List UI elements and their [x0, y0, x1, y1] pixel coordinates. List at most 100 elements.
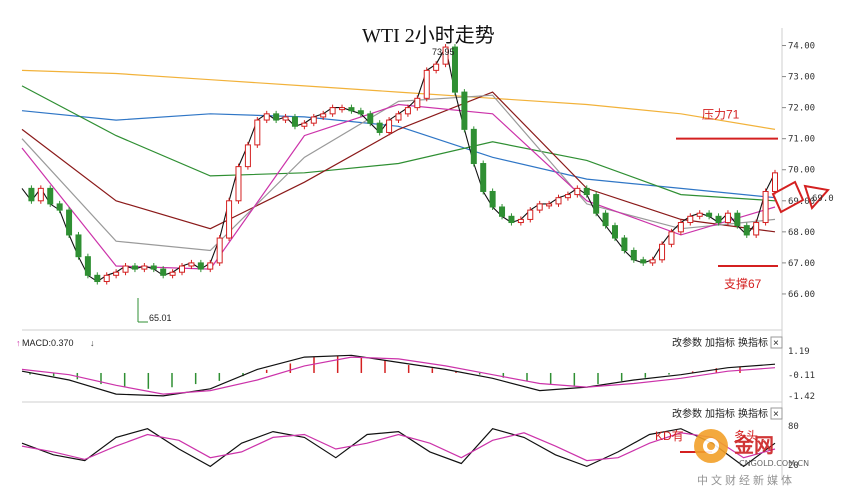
candle-body	[131, 265, 138, 270]
candle-body	[320, 113, 327, 118]
macd-close-icon: ×	[773, 338, 779, 349]
candle-body	[329, 107, 336, 115]
y-tick-label: 71.00	[788, 135, 815, 145]
candle-body	[301, 122, 308, 127]
candle-body	[753, 222, 760, 236]
y-tick-label: 66.00	[788, 290, 815, 300]
candle-body	[499, 206, 506, 217]
y-tick-label: 70.00	[788, 166, 815, 176]
candle-body	[94, 274, 101, 283]
candle-body	[423, 69, 430, 99]
candle-body	[66, 209, 73, 236]
candle-body	[376, 122, 383, 133]
kd-close-button[interactable]	[770, 407, 783, 420]
candle-body	[706, 212, 713, 217]
candle-body	[696, 212, 703, 217]
watermark-slogan: 中文财经新媒体	[697, 473, 795, 487]
kd-d-line	[21, 432, 776, 462]
candle-body	[282, 116, 289, 121]
candle-body	[527, 209, 534, 220]
candle-body	[395, 113, 402, 121]
logo-dot-icon	[707, 442, 715, 450]
candle-body	[84, 256, 91, 276]
candle-body	[150, 265, 157, 270]
moving-average-line-1	[21, 69, 776, 130]
macd-tick-high: 1.19	[788, 347, 810, 357]
candle-body	[640, 259, 647, 264]
kd-tick-low: 20	[788, 461, 799, 471]
y-tick-label: 67.00	[788, 259, 815, 269]
moving-average-line-2	[21, 110, 776, 199]
candle-body	[386, 119, 393, 133]
kd-switch-indicator-button[interactable]: 换指标	[738, 407, 768, 420]
macd-switch-indicator-button[interactable]: 换指标	[738, 336, 768, 349]
kd-edit-params-button[interactable]: 改参数	[672, 407, 702, 420]
watermark-site: CNGOLD.COM.CN	[739, 459, 809, 468]
candle-body	[207, 262, 214, 270]
macd-add-indicator-button[interactable]: 加指标	[705, 336, 735, 349]
candle-body	[621, 237, 628, 251]
macd-tick-low: -1.42	[788, 392, 815, 402]
macd-close-button[interactable]	[770, 336, 783, 349]
candle-body	[122, 265, 129, 273]
macd-dea-line	[21, 356, 776, 395]
candle-body	[37, 187, 44, 202]
candle-body	[734, 212, 741, 227]
candle-body	[536, 203, 543, 211]
candle-body	[273, 113, 280, 121]
candle-body	[310, 116, 317, 124]
candle-body	[103, 274, 110, 283]
candle-body	[263, 113, 270, 121]
candle-body	[367, 113, 374, 124]
candle-body	[470, 128, 477, 165]
candle-body	[659, 243, 666, 261]
candle-body	[724, 212, 731, 224]
low-label: 65.01	[149, 313, 172, 323]
candle-body	[169, 271, 176, 276]
candle-body	[489, 190, 496, 208]
candle-body	[546, 203, 553, 207]
moving-average-line-5	[21, 94, 776, 252]
candle-body	[715, 215, 722, 224]
candle-body	[348, 107, 355, 112]
candle-body	[630, 249, 637, 261]
chart-title: WTI 2小时走势	[362, 24, 495, 47]
kd-label: KD有	[655, 429, 684, 443]
watermark-brand: 金网	[733, 433, 774, 457]
kd-tick-high: 80	[788, 422, 799, 432]
candle-body	[433, 63, 440, 71]
kd-add-indicator-button[interactable]: 加指标	[705, 407, 735, 420]
high-label: 73.95	[432, 47, 455, 57]
red-arrow-icon	[771, 180, 805, 214]
y-tick-label: 72.00	[788, 104, 815, 114]
candle-body	[517, 218, 524, 224]
macd-label: MACD:0.370	[22, 338, 74, 348]
kd-close-icon: ×	[773, 409, 779, 420]
arrow-down-icon: ↓	[90, 338, 95, 348]
moving-average-line-3	[21, 85, 776, 202]
candle-body	[188, 262, 195, 267]
macd-edit-params-button[interactable]: 改参数	[672, 336, 702, 349]
candle-body	[113, 271, 120, 276]
candle-body	[687, 215, 694, 224]
candle-body	[56, 203, 63, 211]
candle-body	[75, 234, 82, 258]
candle-body	[216, 237, 223, 264]
macd-dif-line	[21, 354, 776, 397]
right-arrow-label: 69.0	[812, 194, 834, 204]
candle-body	[197, 262, 204, 270]
kd-overlay-text: 多头	[734, 429, 758, 443]
candle-body	[179, 265, 186, 273]
kd-k-line	[21, 428, 776, 468]
candle-body	[574, 187, 581, 196]
resistance-label: 压力71	[702, 108, 740, 122]
candle-body	[743, 225, 750, 236]
candle-body	[28, 187, 35, 202]
candle-body	[451, 46, 458, 93]
candle-body	[404, 107, 411, 115]
candle-body	[226, 200, 233, 239]
moving-average-line-4	[21, 91, 776, 233]
candle-body	[357, 110, 364, 115]
